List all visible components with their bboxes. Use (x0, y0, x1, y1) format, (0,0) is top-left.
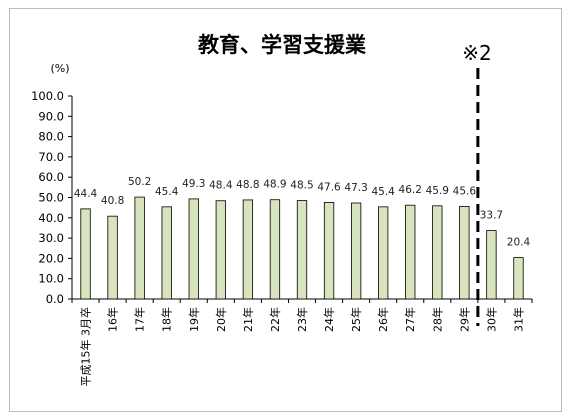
y-tick-label: 80.0 (38, 130, 64, 144)
x-tick-label: 21年 (241, 307, 255, 332)
data-label: 47.3 (344, 182, 367, 194)
y-tick-label: 0.0 (46, 292, 64, 306)
x-tick-label: 16年 (106, 307, 120, 332)
bar (80, 208, 91, 300)
y-tick-label: 10.0 (38, 272, 64, 286)
data-label: 33.7 (480, 210, 503, 222)
x-tick-label: 27年 (403, 307, 417, 332)
bar (134, 196, 145, 300)
bars (80, 196, 524, 300)
data-label: 46.2 (399, 184, 422, 196)
y-tick-label: 30.0 (38, 231, 64, 245)
bar (350, 202, 362, 300)
bar (378, 206, 389, 300)
x-tick-label: 22年 (268, 307, 282, 332)
y-tick-label: 100.0 (31, 89, 64, 103)
x-tick-label: 18年 (160, 307, 174, 332)
bar (296, 200, 308, 300)
bar (432, 205, 443, 300)
bar (215, 200, 226, 300)
bar (161, 206, 172, 300)
x-tick-label: 24年 (322, 307, 336, 332)
data-label: 44.4 (74, 188, 98, 200)
annotation-note: ※2 (462, 41, 491, 65)
data-label: 45.6 (453, 185, 477, 197)
x-tick-labels: 平成15年 3月卒 16年 17年 18年 19年 20年 21年 22年 23年 24年 25年 2… (79, 307, 526, 387)
bar (188, 198, 199, 300)
bar (486, 230, 497, 300)
bar (513, 257, 524, 300)
data-label: 45.4 (371, 186, 395, 198)
data-label: 45.4 (155, 186, 179, 198)
x-tick-label: 17年 (133, 307, 147, 332)
x-tick-label: 31年 (511, 307, 525, 332)
data-label: 20.4 (507, 237, 531, 249)
data-label: 50.2 (128, 176, 151, 188)
x-tick-label: 平成15年 3月卒 (79, 307, 93, 387)
y-tick-label: 60.0 (38, 170, 64, 184)
x-tick-label: 19年 (187, 307, 201, 332)
data-label: 47.6 (317, 181, 341, 193)
x-tick-label: 26年 (376, 307, 390, 332)
data-label: 48.5 (290, 180, 313, 192)
x-tick-label: 20年 (214, 307, 228, 332)
data-labels: 44.440.850.245.449.3 48.4 48.8 48.9 48.5 47.6… (74, 176, 531, 248)
y-tick-label: 20.0 (38, 251, 64, 265)
x-tick-label: 29年 (457, 307, 471, 332)
bar (323, 201, 335, 300)
data-label: 48.9 (263, 179, 286, 191)
x-tick-label: 30年 (484, 307, 498, 332)
y-tick-labels: 0.0 10.0 20.0 30.0 40.0 50.0 60.0 70.0 80.0 90.0 1… (31, 89, 64, 306)
x-tick-label: 25年 (349, 307, 363, 332)
y-tick-label: 90.0 (38, 109, 64, 123)
y-tick-label: 70.0 (38, 150, 64, 164)
bar (107, 215, 118, 300)
bar (405, 204, 416, 300)
bar (459, 206, 470, 300)
y-unit-label: (%) (50, 62, 69, 75)
bar (269, 199, 281, 300)
x-tick-label: 28年 (430, 307, 444, 332)
data-label: 40.8 (101, 195, 124, 207)
chart-title: 教育、学習支援業 (198, 33, 367, 57)
data-label: 49.3 (182, 178, 205, 190)
x-tick-label: 23年 (295, 307, 309, 332)
chart-frame (9, 8, 562, 412)
y-tick-label: 40.0 (38, 211, 64, 225)
data-label: 48.8 (236, 179, 259, 191)
data-label: 45.9 (426, 185, 449, 197)
y-tick-label: 50.0 (38, 191, 64, 205)
bar (242, 199, 254, 300)
data-label: 48.4 (209, 180, 233, 192)
